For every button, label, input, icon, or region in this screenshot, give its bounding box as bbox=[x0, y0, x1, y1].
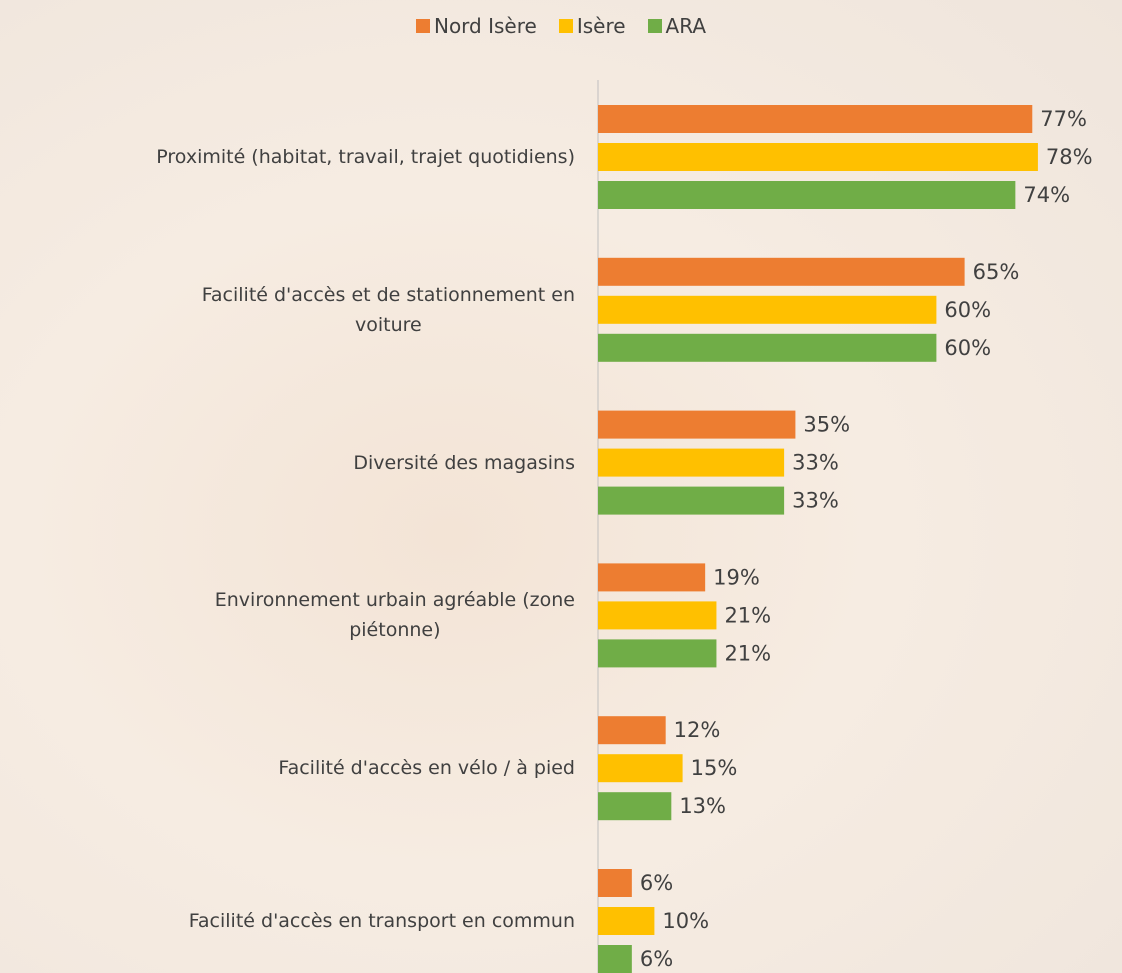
value-label: 78% bbox=[1046, 145, 1093, 169]
bar bbox=[598, 257, 965, 286]
legend-item: ARA bbox=[647, 14, 706, 38]
bar bbox=[598, 333, 937, 362]
value-label: 15% bbox=[691, 756, 738, 780]
bar bbox=[598, 105, 1033, 133]
category-label: Facilité d'accès en vélo / à pied bbox=[278, 757, 575, 780]
bar bbox=[598, 869, 632, 897]
legend-item: Nord Isère bbox=[415, 14, 537, 38]
value-label: 6% bbox=[640, 871, 673, 895]
value-label: 35% bbox=[803, 413, 850, 437]
value-label: 21% bbox=[724, 641, 771, 665]
bar bbox=[598, 486, 785, 515]
legend-swatch bbox=[415, 19, 430, 33]
category-label: Diversité des magasins bbox=[353, 451, 575, 474]
value-label: 60% bbox=[944, 298, 991, 322]
bar bbox=[598, 295, 937, 324]
value-label: 10% bbox=[662, 909, 709, 933]
bar bbox=[598, 792, 672, 821]
value-label: 13% bbox=[679, 794, 726, 818]
bar bbox=[598, 639, 717, 668]
bar bbox=[598, 945, 632, 973]
value-label: 33% bbox=[792, 451, 839, 475]
bar bbox=[598, 181, 1016, 209]
legend-label: ARA bbox=[665, 14, 706, 38]
legend: Nord Isère Isère ARA bbox=[0, 14, 1122, 38]
value-label: 21% bbox=[724, 603, 771, 627]
category-label: Environnement urbain agréable (zone piét… bbox=[214, 589, 575, 642]
bar bbox=[598, 563, 706, 592]
bar bbox=[598, 907, 655, 935]
category-label: Facilité d'accès en transport en commun bbox=[188, 910, 575, 932]
bar bbox=[598, 716, 666, 745]
legend-label: Isère bbox=[576, 14, 626, 38]
value-label: 33% bbox=[792, 489, 839, 513]
bar bbox=[598, 601, 717, 630]
value-label: 60% bbox=[944, 336, 991, 360]
bar bbox=[598, 754, 683, 783]
legend-item: Isère bbox=[558, 14, 626, 38]
bar bbox=[598, 448, 785, 477]
value-label: 12% bbox=[674, 718, 721, 742]
value-label: 77% bbox=[1040, 107, 1087, 131]
bar bbox=[598, 143, 1038, 171]
legend-swatch bbox=[647, 19, 662, 33]
bar bbox=[598, 410, 796, 439]
value-label: 65% bbox=[973, 260, 1020, 284]
legend-label: Nord Isère bbox=[433, 14, 537, 38]
value-label: 19% bbox=[713, 565, 760, 589]
category-label: Facilité d'accès et de stationnement en … bbox=[201, 283, 575, 336]
value-label: 6% bbox=[640, 947, 673, 971]
legend-swatch bbox=[558, 19, 573, 33]
value-label: 74% bbox=[1023, 183, 1070, 207]
category-label: Proximité (habitat, travail, trajet quot… bbox=[156, 146, 575, 168]
